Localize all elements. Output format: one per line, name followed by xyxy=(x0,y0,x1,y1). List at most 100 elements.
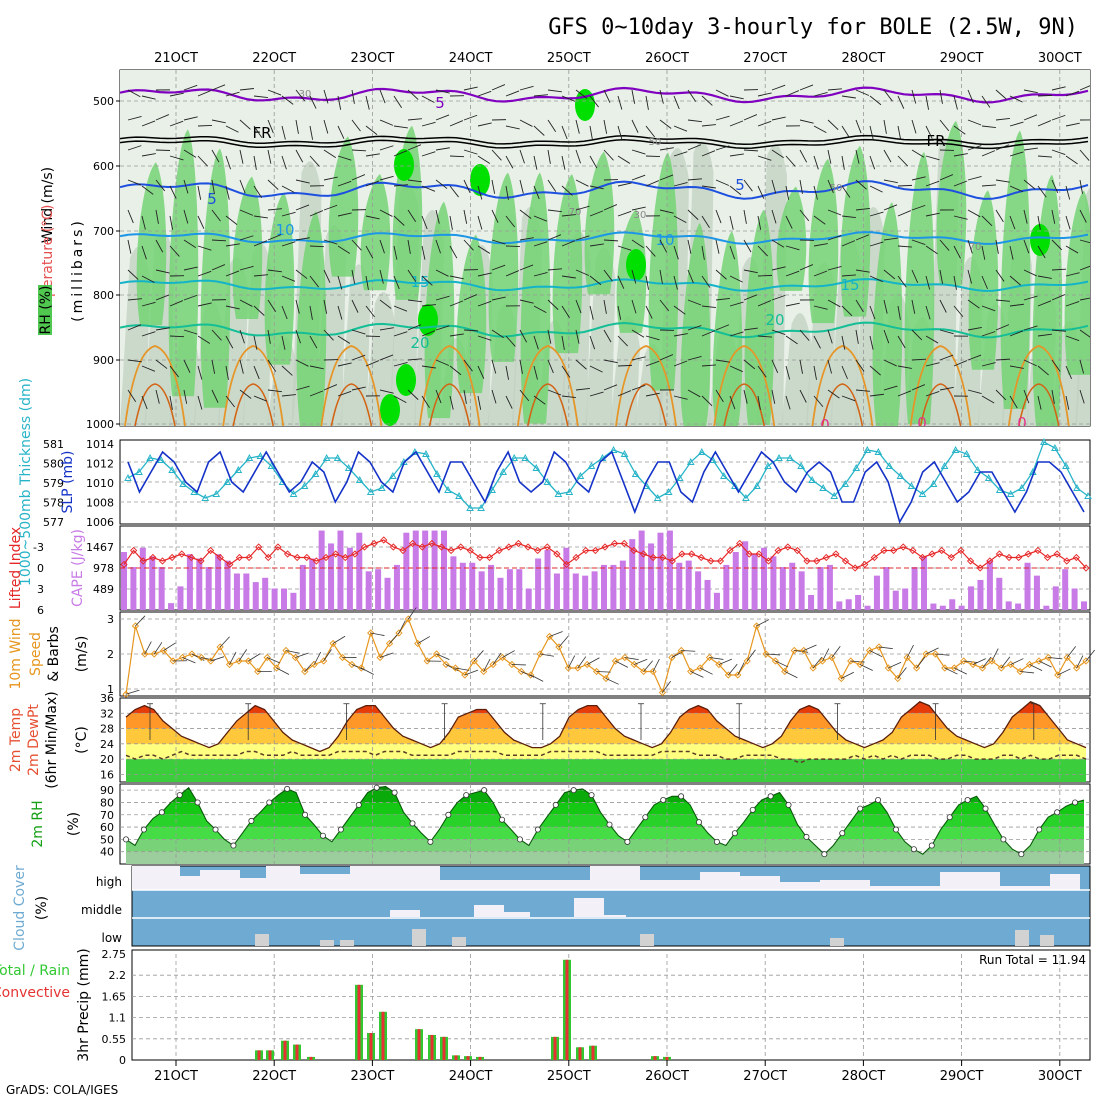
wind-barb xyxy=(197,185,202,200)
wind-barb xyxy=(841,155,845,170)
wind-barb xyxy=(701,215,710,229)
wind-barb xyxy=(743,294,758,301)
wind-barb xyxy=(757,300,772,307)
wind-barb xyxy=(729,185,742,196)
cape-bar xyxy=(431,530,438,610)
wind-barb xyxy=(687,325,702,331)
lifted-index-point xyxy=(495,546,503,555)
wind-barb xyxy=(491,329,504,339)
wind-barb xyxy=(756,619,770,627)
thickness-point xyxy=(377,483,386,491)
wind-barb xyxy=(911,269,919,283)
wind-barb xyxy=(715,89,729,97)
wind-speed-point xyxy=(997,664,1005,672)
wind-barb xyxy=(436,653,450,661)
cape-bar xyxy=(619,560,626,610)
wind-speed-point xyxy=(131,622,140,630)
wind-barb xyxy=(398,620,406,634)
wind-barb xyxy=(715,239,720,254)
wind-barb xyxy=(127,298,142,301)
rh-high-patch xyxy=(394,149,414,181)
wind-barb xyxy=(1037,275,1052,279)
cloud-middle-clear xyxy=(500,912,530,917)
wind-barb xyxy=(953,245,961,259)
rh-point xyxy=(1018,851,1025,858)
lifted-index-point xyxy=(178,550,186,558)
rh-point xyxy=(481,787,488,794)
wind-barb xyxy=(841,215,856,218)
wind-barb xyxy=(659,299,670,312)
rh-point xyxy=(696,819,703,826)
cloud-high-clear xyxy=(870,886,940,890)
top-date-label: 22OCT xyxy=(252,51,296,66)
wind-barb xyxy=(281,394,296,397)
wind-barb xyxy=(897,210,912,217)
cloud-unit-label: (%) xyxy=(34,896,50,920)
wind-barb xyxy=(827,389,840,399)
wind-barb xyxy=(737,662,745,676)
wind-barb xyxy=(225,335,234,349)
cape-tick-label: 978 xyxy=(93,562,114,575)
rh-point xyxy=(552,801,559,808)
rh-point xyxy=(230,842,237,849)
cloud-low-fill xyxy=(1015,930,1029,946)
wind-barb xyxy=(981,215,993,227)
wind-barb xyxy=(575,359,587,370)
wind-barb xyxy=(463,239,474,251)
wind-barb xyxy=(530,674,544,682)
wind-barb xyxy=(967,145,982,151)
wind-barb xyxy=(841,365,848,380)
wind-barb xyxy=(519,149,525,164)
wind-barb xyxy=(645,180,660,187)
lifted-index-point xyxy=(351,550,359,558)
wind-barb xyxy=(1085,649,1095,662)
wind-barb xyxy=(337,390,352,397)
rh-blob-green xyxy=(680,223,711,426)
bottom-date-label: 24OCT xyxy=(449,1069,493,1084)
cape-bar xyxy=(751,554,758,610)
wind-barb xyxy=(967,119,982,126)
wind-barb xyxy=(155,294,170,301)
lifted-index-point xyxy=(899,543,907,551)
precip-convective-bar xyxy=(653,1056,657,1060)
rh-blob-green xyxy=(264,192,295,365)
cape-bar xyxy=(224,560,231,610)
rh-point xyxy=(767,793,774,800)
wind-barb xyxy=(841,305,853,317)
wind-speed-point xyxy=(790,646,798,655)
wind-barb xyxy=(939,119,950,132)
rh-band xyxy=(126,827,1084,840)
wind-barb xyxy=(155,149,171,151)
cape-bar xyxy=(525,588,532,610)
precip-convective-bar xyxy=(309,1056,313,1060)
wind-barb xyxy=(603,89,611,103)
wind-barb xyxy=(323,329,334,341)
lifted-index-point xyxy=(332,550,340,558)
cape-bar xyxy=(1015,603,1022,610)
cape-bar xyxy=(233,573,240,610)
rh-point xyxy=(749,806,756,813)
isotherm-hot-loop xyxy=(1018,383,1060,426)
cape-bar xyxy=(732,552,739,610)
wind-barb xyxy=(169,185,177,199)
wind-speed-point xyxy=(781,667,789,676)
rh-high-patch xyxy=(470,164,490,196)
top-date-label: 27OCT xyxy=(743,51,787,66)
wind-barb xyxy=(197,270,212,277)
rh-tick-label: 90 xyxy=(100,784,114,797)
wind-barb xyxy=(519,179,524,194)
wind-barb xyxy=(883,237,898,241)
slp-tick-label: 1012 xyxy=(86,458,114,471)
wind-barb xyxy=(785,155,796,167)
wind-barb xyxy=(379,652,394,658)
wind-barb xyxy=(1065,272,1080,277)
wind-barb xyxy=(337,95,342,110)
wind-barb xyxy=(1065,155,1078,165)
contour-label: 70 xyxy=(569,207,582,218)
millibars-axis-label: (millibars) xyxy=(70,218,86,322)
wind-barb xyxy=(239,359,244,374)
lifted-index-point xyxy=(341,553,349,562)
rh-point xyxy=(946,814,953,821)
contour-label: 5 xyxy=(207,190,217,208)
wind-axis-label: Wind (m/s) xyxy=(40,167,56,243)
